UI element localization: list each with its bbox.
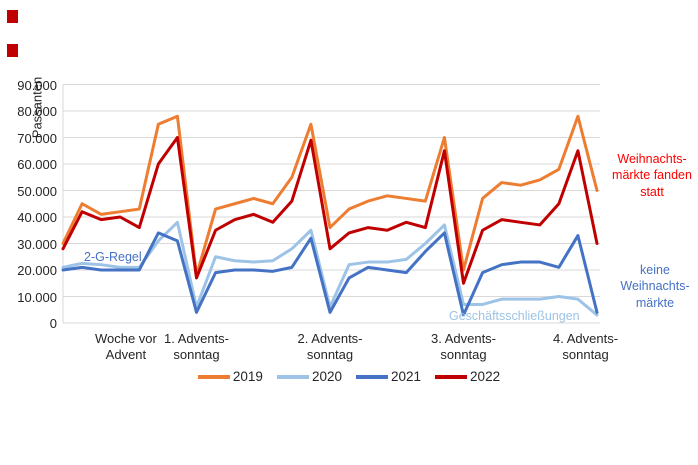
red-bullet-marker [7,10,18,23]
y-tick-label: 90.000 [17,77,57,93]
series-line-2020 [61,220,599,317]
series-line-2019 [61,114,599,277]
annotation-keine-weihnachtsmaerkte: keine Weihnachts- märkte [620,263,690,310]
y-tick-label: 20.000 [17,263,57,278]
chart-legend: 2019 2020 2021 2022 [0,369,698,384]
red-bullet-marker [7,44,18,57]
legend-item-2021: 2021 [356,369,421,384]
y-tick-label: 50.000 [17,183,57,199]
annotation-weihnachtsmaerkte-fanden-statt: Weihnachts- märkte fanden statt [612,152,692,199]
legend-item-2020: 2020 [276,369,342,384]
x-tick-label: 4. Advents- sonntag [553,331,619,362]
x-tick-label: 1. Advents- sonntag [163,331,230,362]
legend-label: 2020 [311,369,342,384]
x-tick-label: Woche vor Advent [94,331,157,362]
legend-label: 2021 [391,369,422,384]
legend-line-swatch [356,374,388,379]
y-tick-label: 30.000 [17,236,57,252]
y-tick-label: 70.000 [17,130,57,146]
y-tick-label: 0 [49,316,57,331]
annotation-2g-regel: 2-G-Regel [84,250,142,264]
legend-label: 2019 [232,369,263,384]
legend-line-swatch [197,374,230,379]
y-tick-label: 40.000 [17,210,57,225]
y-tick-label: 80.000 [17,104,57,119]
legend-item-2022: 2022 [435,369,500,384]
annotation-geschaeftsschliessungen: Geschäftsschließungen [449,309,580,323]
y-tick-label: 10.000 [17,289,57,305]
x-tick-label: 2. Advents- sonntag [297,331,363,362]
legend-label: 2022 [470,369,501,384]
x-tick-label: 3. Advents- sonntag [430,331,497,362]
series-line-2022 [61,136,599,285]
y-tick-label: 60.000 [17,157,57,172]
legend-line-swatch [435,374,468,379]
series-line-2021 [61,231,599,317]
legend-line-swatch [276,374,309,379]
legend-item-2019: 2019 [197,369,263,384]
